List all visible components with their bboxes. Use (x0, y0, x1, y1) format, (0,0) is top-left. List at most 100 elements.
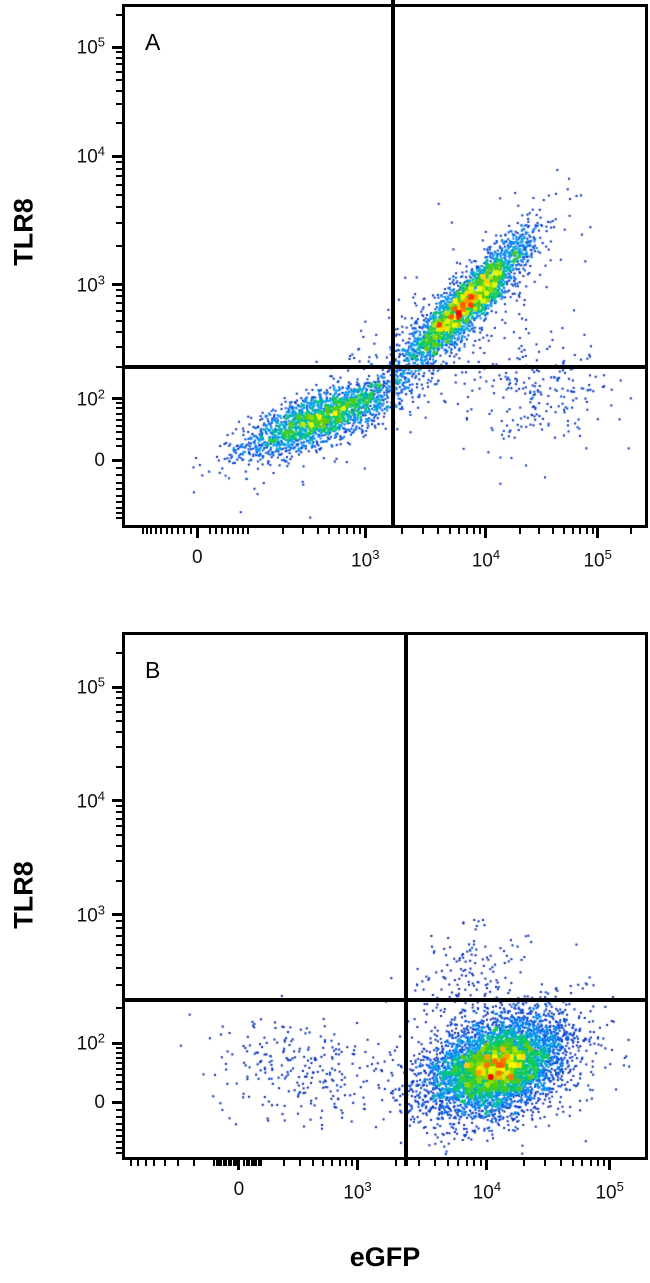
x-axis-minor-tick (183, 528, 186, 534)
y-axis-minor-tick (116, 407, 122, 410)
x-axis-title: eGFP (349, 1242, 421, 1272)
y-axis-tick-label: 105 (76, 34, 105, 60)
x-axis-minor-tick (596, 1160, 599, 1166)
y-axis-tick-label: 103 (76, 902, 105, 927)
x-axis-minor-tick (163, 1160, 166, 1166)
y-axis-minor-tick (116, 402, 122, 405)
x-axis-minor-tick (457, 1160, 460, 1166)
x-axis-major-tick (485, 1160, 489, 1170)
x-axis-minor-tick (130, 1160, 133, 1166)
x-axis-minor-tick (232, 528, 235, 534)
y-axis-minor-tick (116, 175, 122, 178)
y-axis-minor-tick (116, 720, 122, 723)
y-axis-minor-tick (116, 494, 122, 497)
y-axis-minor-tick (116, 1087, 122, 1090)
y-axis-minor-tick (116, 79, 122, 82)
y-axis-minor-tick (116, 51, 122, 54)
x-axis-minor-tick (282, 528, 285, 534)
x-axis-minor-tick (358, 528, 361, 534)
x-axis-minor-tick (253, 1160, 256, 1166)
x-axis-minor-tick (150, 528, 153, 534)
y-axis-minor-tick (116, 926, 122, 929)
x-axis-minor-tick (630, 528, 633, 534)
x-axis-minor-tick (585, 528, 588, 534)
x-axis: 0 103 104 105 (125, 528, 645, 576)
y-axis-minor-tick (116, 438, 122, 440)
x-axis-minor-tick (466, 528, 469, 534)
gate-vertical-line (391, 0, 395, 525)
y-axis-minor-tick (116, 474, 122, 477)
y-axis-minor-tick (116, 1141, 122, 1144)
x-axis-minor-tick (559, 1160, 562, 1166)
x-axis-major-tick (608, 1160, 612, 1170)
x-axis-minor-tick (227, 1160, 230, 1166)
y-axis-minor-tick (116, 500, 122, 503)
x-axis-minor-tick (242, 528, 245, 534)
x-axis-minor-tick (165, 528, 168, 534)
y-axis-minor-tick (116, 418, 122, 421)
x-axis-minor-tick (538, 528, 541, 534)
y-axis-minor-tick (116, 366, 122, 369)
x-axis-minor-tick (283, 1160, 286, 1166)
y-axis-tick-label: 102 (76, 1030, 105, 1055)
x-axis-minor-tick (465, 1160, 468, 1166)
y-axis-minor-tick (116, 412, 122, 415)
x-axis-minor-tick (322, 1160, 325, 1166)
x-axis-minor-tick (215, 528, 218, 534)
gate-horizontal-line (125, 998, 645, 1003)
x-axis-minor-tick (153, 1160, 156, 1166)
x-axis-minor-tick (311, 1160, 314, 1166)
y-axis-minor-tick (116, 1056, 122, 1059)
y-axis-minor-tick (116, 703, 122, 706)
x-axis-minor-tick (345, 1160, 348, 1166)
y-axis-minor-tick (116, 122, 122, 125)
x-axis-minor-tick (235, 1160, 238, 1166)
y-axis-minor-tick (116, 1115, 122, 1118)
x-axis-minor-tick (571, 528, 574, 534)
y-axis-minor-tick (116, 517, 122, 520)
y-axis-tick-label: 104 (76, 143, 105, 168)
y-axis-minor-tick (116, 1068, 122, 1071)
x-axis-minor-tick (591, 528, 594, 534)
x-axis-minor-tick (144, 1160, 147, 1166)
y-axis: 0 102 103 104 105 (0, 635, 122, 1157)
y-axis-minor-tick (116, 745, 122, 748)
y-axis-major-tick (112, 397, 122, 401)
x-axis-major-tick (195, 528, 199, 538)
x-axis-major-tick (484, 528, 488, 538)
y-axis-minor-tick (116, 1129, 122, 1132)
plot-area: A (122, 0, 648, 528)
y-axis-major-tick (112, 45, 122, 49)
x-axis-minor-tick (544, 1160, 547, 1166)
x-axis-minor-tick (213, 1160, 216, 1166)
panel-label: B (145, 657, 161, 683)
y-axis-tick-label: 0 (94, 1091, 105, 1113)
x-axis-minor-tick (176, 1160, 179, 1166)
y-axis-minor-tick (116, 711, 122, 714)
x-axis-minor-tick (141, 528, 144, 534)
x-axis-minor-tick (328, 528, 331, 534)
x-axis-minor-tick (246, 528, 249, 534)
x-axis-minor-tick (177, 528, 180, 534)
x-axis-minor-tick (581, 1160, 584, 1166)
x-axis-minor-tick (160, 528, 163, 534)
x-axis-minor-tick (400, 528, 403, 534)
y-axis-minor-tick (116, 424, 122, 427)
y-axis-major-tick (112, 913, 122, 917)
x-axis-minor-tick (257, 1160, 260, 1166)
y-axis-minor-tick (116, 919, 122, 922)
gate-horizontal-line (125, 365, 645, 370)
y-axis-minor-tick (116, 1151, 122, 1154)
x-axis-minor-tick (522, 1160, 525, 1166)
y-axis-minor-tick (116, 512, 122, 515)
x-axis-minor-tick (248, 1160, 251, 1166)
x-axis-minor-tick (337, 528, 340, 534)
y-axis-minor-tick (116, 1062, 122, 1065)
y-axis-minor-tick (116, 845, 122, 848)
x-axis-minor-tick (571, 1160, 574, 1166)
y-axis-minor-tick (116, 1074, 122, 1077)
x-axis-minor-tick (436, 528, 439, 534)
y-axis-minor-tick (116, 765, 122, 768)
y-axis-minor-tick (116, 1146, 122, 1149)
y-axis-minor-tick (116, 245, 122, 248)
